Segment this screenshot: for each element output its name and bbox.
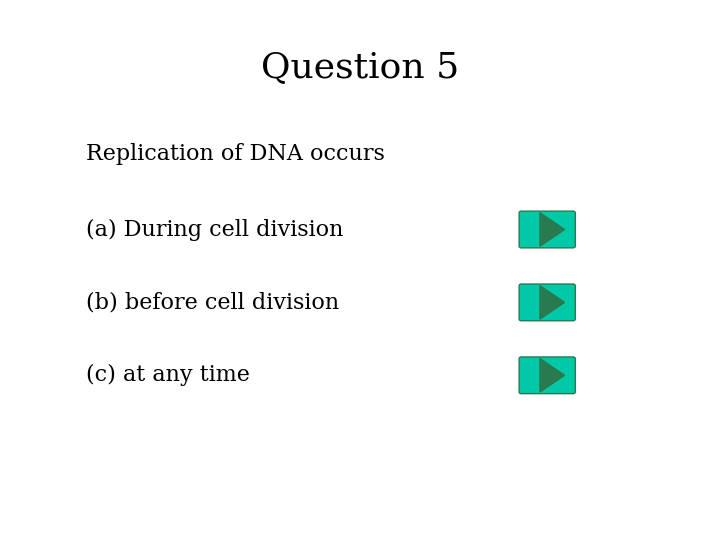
Polygon shape	[540, 286, 564, 319]
FancyBboxPatch shape	[519, 284, 575, 321]
Polygon shape	[540, 359, 564, 392]
Text: (a) During cell division: (a) During cell division	[86, 219, 343, 240]
FancyBboxPatch shape	[519, 211, 575, 248]
Text: Replication of DNA occurs: Replication of DNA occurs	[86, 143, 385, 165]
Polygon shape	[540, 213, 564, 246]
FancyBboxPatch shape	[519, 357, 575, 394]
Text: (c) at any time: (c) at any time	[86, 364, 251, 386]
Text: Question 5: Question 5	[261, 51, 459, 84]
Text: (b) before cell division: (b) before cell division	[86, 292, 340, 313]
